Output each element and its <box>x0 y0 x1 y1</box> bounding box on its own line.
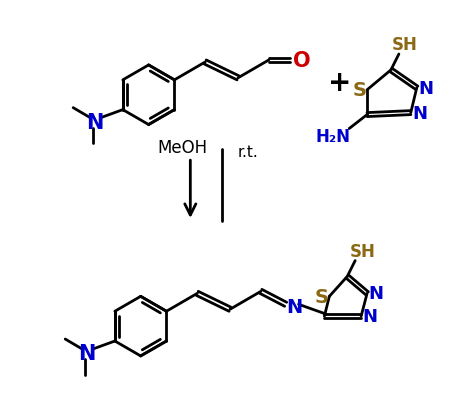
Text: N: N <box>412 104 427 122</box>
Text: N: N <box>78 343 96 363</box>
Text: r.t.: r.t. <box>238 144 259 160</box>
Text: H₂N: H₂N <box>316 128 351 146</box>
Text: S: S <box>352 81 366 100</box>
Text: MeOH: MeOH <box>157 139 207 157</box>
Text: O: O <box>293 51 310 71</box>
Text: +: + <box>328 69 351 97</box>
Text: S: S <box>314 287 328 306</box>
Text: N: N <box>86 112 104 132</box>
Text: N: N <box>286 297 303 316</box>
Text: N: N <box>368 285 383 303</box>
Text: N: N <box>363 308 378 325</box>
Text: SH: SH <box>392 36 418 54</box>
Text: N: N <box>418 79 433 97</box>
Text: SH: SH <box>350 242 376 260</box>
